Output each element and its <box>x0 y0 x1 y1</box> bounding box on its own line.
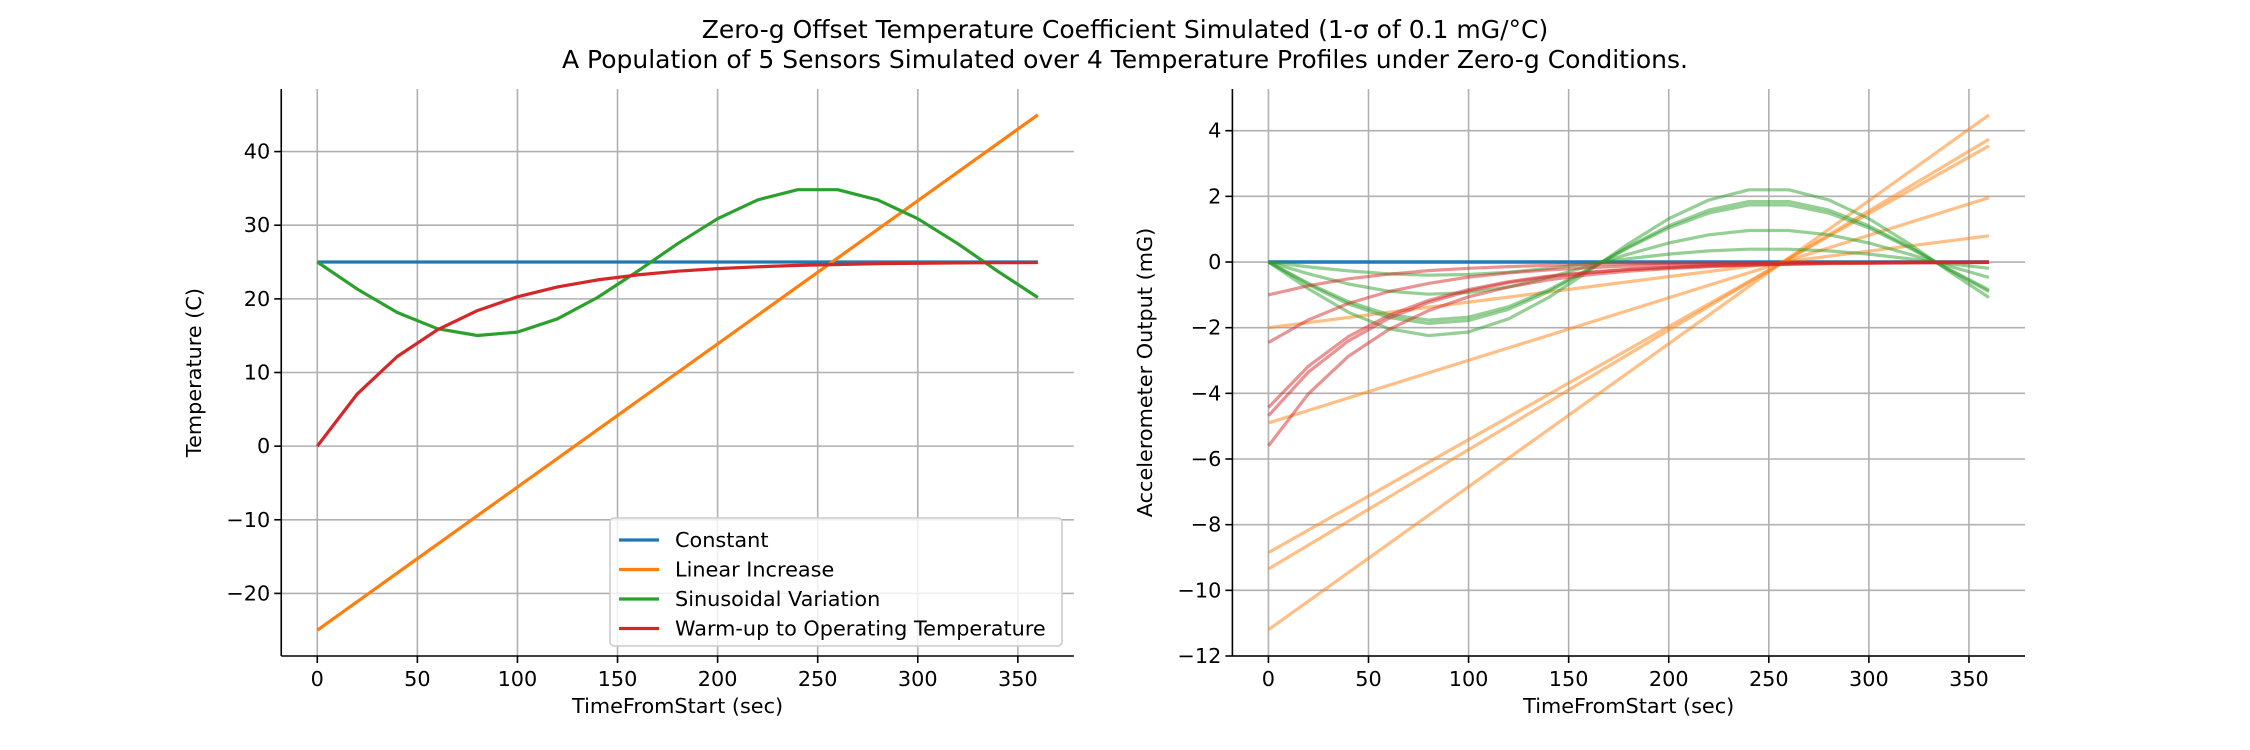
x-tick-label: 200 <box>698 667 738 691</box>
sensor-series-line <box>1267 113 1990 632</box>
y-tick-label: 4 <box>1208 119 1221 143</box>
x-tick-label: 50 <box>404 667 430 691</box>
y-tick-label: 40 <box>244 140 270 164</box>
x-tick-label: 200 <box>1649 667 1689 691</box>
y-tick-label: 20 <box>244 287 270 311</box>
sensor-series-line <box>1267 196 1990 425</box>
y-tick-label: −8 <box>1191 513 1222 537</box>
figure-title-line1: Zero-g Offset Temperature Coefficient Si… <box>702 15 1549 44</box>
y-tick-label: −20 <box>226 581 270 605</box>
legend-label: Warm-up to Operating Temperature <box>675 617 1046 641</box>
x-tick-label: 350 <box>998 667 1038 691</box>
temperature-profiles-plot: 0 50 100 150 200 250 300 350 −20 −10 0 10 20 30 40 Time… <box>182 89 1074 718</box>
x-tick-label: 250 <box>798 667 838 691</box>
y-tick-label: 10 <box>244 361 270 385</box>
x-tick-label: 150 <box>598 667 638 691</box>
accelerometer-output-plot: 0 50 100 150 200 250 300 350 −12 −10 −8 −6 −4 −2 0 2 4 Ti… <box>1133 89 2025 718</box>
sensor-series-line <box>1267 144 1990 554</box>
x-tick-label: 100 <box>498 667 538 691</box>
series-line-linear-increase <box>316 113 1039 632</box>
x-tick-label: 250 <box>1749 667 1789 691</box>
sensor-series-line <box>1267 137 1990 571</box>
x-tick-label: 50 <box>1355 667 1381 691</box>
x-axis-label: TimeFromStart (sec) <box>1522 694 1734 718</box>
x-tick-label: 0 <box>311 667 324 691</box>
y-tick-label: 0 <box>257 434 270 458</box>
legend-label: Constant <box>675 528 769 552</box>
legend: Constant Linear Increase Sinusoidal Variat… <box>609 517 1063 647</box>
legend-label: Linear Increase <box>675 558 834 582</box>
y-tick-label: 2 <box>1208 184 1221 208</box>
sensor-series-line <box>1267 260 1990 447</box>
legend-box <box>609 517 1063 647</box>
y-tick-label: −10 <box>226 508 270 532</box>
figure-title-line2: A Population of 5 Sensors Simulated over… <box>562 45 1688 74</box>
x-tick-label: 350 <box>1949 667 1989 691</box>
y-tick-label: 0 <box>1208 250 1221 274</box>
y-tick-label: −4 <box>1191 381 1222 405</box>
x-axis-label: TimeFromStart (sec) <box>571 694 783 718</box>
x-tick-label: 0 <box>1262 667 1275 691</box>
x-tick-label: 300 <box>1849 667 1889 691</box>
y-tick-label: −2 <box>1191 316 1222 340</box>
y-tick-label: −10 <box>1178 578 1222 602</box>
x-tick-label: 300 <box>898 667 938 691</box>
y-tick-label: −6 <box>1191 447 1222 471</box>
y-tick-label: −12 <box>1178 644 1222 668</box>
y-tick-label: 30 <box>244 213 270 237</box>
legend-label: Sinusoidal Variation <box>675 587 880 611</box>
y-axis-label: Accelerometer Output (mG) <box>1133 228 1157 518</box>
series-line-warm-up-to-operating-temperature <box>316 260 1038 448</box>
y-axis-label: Temperature (C) <box>182 288 206 458</box>
sensor-series-line <box>1268 234 1990 330</box>
x-tick-label: 100 <box>1449 667 1489 691</box>
x-tick-label: 150 <box>1549 667 1589 691</box>
